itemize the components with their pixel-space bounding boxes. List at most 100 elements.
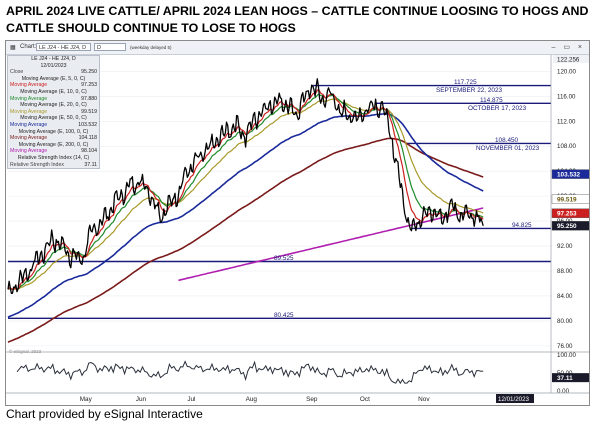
legend-row-value: 98.104 [81, 148, 97, 155]
level-label: 80.425 [274, 312, 294, 319]
legend-row: Moving Average 103.532 [8, 122, 99, 129]
legend-row-value: 37.11 [84, 161, 97, 168]
legend-row-value: 95.250 [81, 69, 97, 76]
value-tag-label: 103.532 [557, 171, 581, 178]
level-note: NOVEMBER 01, 2023 [476, 145, 540, 152]
legend-row: Moving Average (E, 100, 0, C) [8, 129, 99, 136]
delayed-note: (weekday delayed 5) [130, 45, 172, 50]
close-line-group [7, 78, 484, 295]
level-label: 89.525 [274, 255, 294, 262]
y-tick-label: 112.00 [557, 118, 576, 125]
y-top-label: 122.256 [557, 57, 580, 64]
symbol-input[interactable]: LE J24 - HE J24, D [36, 43, 91, 51]
rsi-tick-label: 100.00 [557, 352, 576, 359]
value-tag-bg [551, 169, 589, 179]
y-tick-label: 76.00 [557, 343, 573, 350]
legend-row-value: 103.532 [78, 121, 97, 128]
legend-row: Moving Average (E, 20, 0, C) [8, 102, 99, 109]
ma50-line [7, 113, 484, 318]
legend-rows: Close 95.250 Moving Average (E, 5, 0, C) Mo… [8, 69, 99, 168]
ma100-line [7, 137, 484, 344]
legend-row: Moving Average (E, 200, 0, C) [8, 142, 99, 149]
y-tick-label: 92.00 [557, 243, 573, 250]
legend-row: Moving Average 98.104 [8, 148, 99, 155]
level-label: 108.450 [495, 137, 519, 144]
value-tag-label: 95.250 [557, 223, 577, 230]
ma50-line-group [7, 113, 484, 318]
legend-row-label: Moving Average [10, 108, 48, 115]
x-axis: May Jun Jul Aug Sep Oct Nov 12/01/2023 [6, 392, 589, 403]
level-note: SEPTEMBER 22, 2023 [436, 87, 503, 94]
legend-row-value: 97.253 [81, 82, 97, 89]
rsi-line [16, 360, 484, 385]
ma200-line [178, 207, 484, 282]
y-top-tag-bg [553, 55, 589, 63]
chart-window: ▦ Chart: LE J24 - HE J24, D D (weekday d… [5, 40, 590, 406]
legend-date: 12/01/2023 [40, 62, 67, 69]
x-tick-label: May [80, 396, 93, 403]
value-tag-label: 99.519 [557, 196, 577, 203]
y-tick-label: 116.00 [557, 93, 576, 100]
ma200-line-group [178, 207, 484, 282]
legend-row-value: 97.880 [81, 95, 97, 102]
legend-row: Moving Average 97.880 [8, 96, 99, 103]
legend-row-label: Moving Average (E, 100, 0, C) [18, 128, 89, 135]
chart-label: Chart: [20, 44, 37, 50]
x-tick-label: Nov [418, 396, 430, 403]
legend-row-label: Moving Average [10, 148, 48, 155]
rsi-tick-label: 0.00 [557, 388, 570, 395]
x-date-tag-bg [496, 394, 534, 403]
legend-row-value: 99.519 [81, 108, 97, 115]
interval-select[interactable]: D [94, 43, 126, 51]
value-tags: 103.532 99.519 97.253 95.250 [551, 169, 589, 231]
legend-row: Moving Average 99.519 [8, 109, 99, 116]
value-tag-bg [551, 221, 589, 231]
legend-row: Moving Average (E, 50, 0, C) [8, 115, 99, 122]
level-label: 114.875 [480, 97, 503, 104]
x-tick-label: Jul [187, 396, 195, 403]
x-date-tag: 12/01/2023 [498, 396, 530, 403]
legend-row-label: Moving Average [10, 121, 48, 128]
legend-row-label: Relative Strength Index [10, 161, 64, 168]
value-tag-bg [551, 208, 589, 218]
legend-row: Close 95.250 [8, 69, 99, 76]
y-tick-label: 120.00 [557, 68, 576, 75]
ma5-line [7, 88, 484, 291]
legend-row: Moving Average (E, 5, 0, C) [8, 76, 99, 83]
level-label: 94.825 [512, 222, 532, 229]
x-tick-label: Aug [246, 396, 258, 403]
legend-row-label: Close [10, 69, 24, 76]
y-tick-label: 80.00 [557, 318, 573, 325]
indicator-legend: LE J24 - HE J24, D 12/01/2023 Close 95.25… [7, 55, 100, 170]
x-tick-label: Jun [136, 396, 147, 403]
ma5-line-group [7, 88, 484, 291]
legend-row-label: Moving Average [10, 82, 48, 89]
legend-row-label: Moving Average (E, 10, 0, C) [20, 88, 87, 95]
legend-row-label: Moving Average [10, 95, 48, 102]
y-tick-label: 108.00 [557, 143, 576, 150]
close-line [7, 78, 484, 295]
rsi-tag-label: 37.11 [557, 375, 573, 382]
rsi-tag-bg [552, 373, 589, 383]
legend-row-label: Moving Average (E, 50, 0, C) [20, 115, 87, 122]
legend-row-label: Moving Average (E, 20, 0, C) [20, 102, 87, 109]
legend-date-row: 12/01/2023 [8, 63, 99, 70]
legend-row-label: Relative Strength Index (14, C) [17, 154, 90, 161]
level-label: 117.725 [454, 79, 477, 86]
ma100-line-group [7, 137, 484, 344]
value-tag-label: 97.253 [557, 211, 577, 218]
y-tick-label: 84.00 [557, 293, 573, 300]
chart-icon: ▦ [10, 45, 16, 51]
window-controls[interactable]: – ▭ × [551, 44, 585, 51]
legend-row-label: Moving Average [10, 135, 48, 142]
y-tick-label: 88.00 [557, 268, 573, 275]
legend-row: Moving Average 97.253 [8, 82, 99, 89]
chart-credit: Chart provided by eSignal Interactive [6, 407, 203, 421]
legend-row-label: Moving Average (E, 5, 0, C) [21, 75, 86, 82]
legend-symbol: LE J24 - HE J24, D [31, 56, 76, 62]
legend-row: Relative Strength Index 37.11 [8, 162, 99, 169]
chart-headline: APRIL 2024 LIVE CATTLE/ APRIL 2024 LEAN … [6, 4, 589, 35]
level-lines [8, 84, 551, 319]
